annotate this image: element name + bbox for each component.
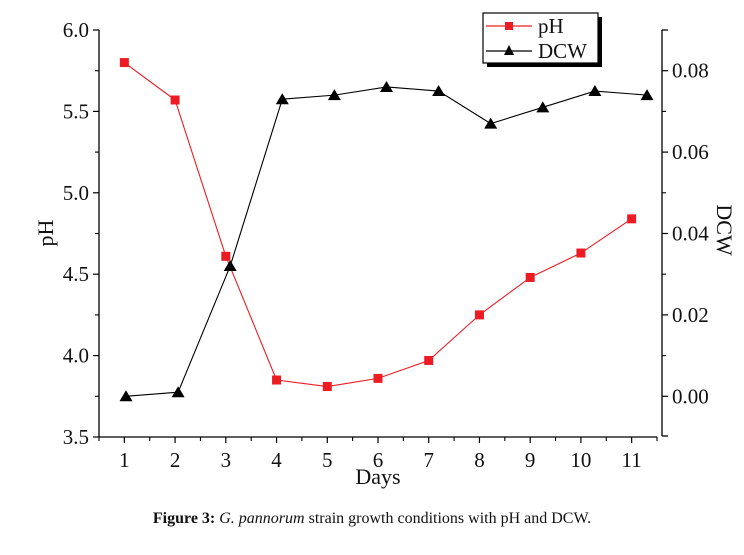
x-tick-label: 8 (474, 448, 485, 472)
y-tick-label: 6.0 (63, 18, 89, 42)
y-tick-label: 5.0 (63, 181, 89, 205)
figure-caption: Figure 3: G. pannorum strain growth cond… (0, 510, 744, 528)
y-axis-title: pH (33, 219, 58, 246)
data-point-ph (373, 373, 383, 383)
legend-ph-marker (505, 22, 513, 30)
x-tick-label: 4 (271, 448, 282, 472)
series-ph (119, 58, 637, 392)
caption-text: strain growth conditions with pH and DCW… (304, 510, 592, 527)
data-point-dcw (223, 260, 237, 272)
data-point-ph (576, 248, 586, 258)
x-tick-label: 9 (525, 448, 536, 472)
y-tick-label: 3.5 (63, 425, 89, 449)
x-tick-label: 7 (423, 448, 434, 472)
data-point-dcw (275, 93, 289, 105)
data-point-dcw (327, 89, 341, 101)
x-tick-label: 2 (170, 448, 181, 472)
data-point-ph (272, 375, 282, 385)
data-point-ph (424, 355, 434, 365)
dual-axis-line-chart: 3.5 4.0 4.5 5.0 5.5 6.0 0.00 0.02 0.04 0.06 0.08 1 2… (33, 12, 737, 489)
data-point-ph (627, 214, 637, 224)
series-layer (119, 58, 654, 402)
data-point-dcw (536, 101, 550, 113)
y2-tick-label: 0.02 (672, 303, 709, 327)
data-point-dcw (119, 390, 133, 402)
legend-dcw-label: DCW (538, 39, 587, 63)
x-tick-label: 5 (322, 448, 333, 472)
data-point-dcw (380, 80, 393, 92)
data-point-ph (322, 382, 332, 392)
x-tick-label: 11 (622, 448, 642, 472)
data-point-ph (525, 272, 535, 282)
y2-tick-label: 0.08 (672, 59, 709, 83)
data-point-dcw (171, 386, 185, 398)
y-tick-label: 5.5 (63, 99, 89, 123)
x-tick-label: 1 (119, 448, 130, 472)
x-tick-label: 6 (373, 448, 384, 472)
y2-tick-label: 0.04 (672, 222, 709, 246)
data-point-dcw (484, 117, 498, 129)
x-tick-label: 3 (221, 448, 232, 472)
data-point-ph (474, 310, 484, 320)
caption-species: G. pannorum (219, 510, 305, 527)
y-tick-label: 4.0 (63, 344, 89, 368)
legend-box (482, 12, 599, 64)
legend-dcw-marker (504, 45, 514, 55)
y-tick-label: 4.5 (63, 262, 89, 286)
y2-tick-label: 0.00 (672, 384, 709, 408)
data-point-ph (221, 251, 231, 261)
legend-ph-label: pH (538, 14, 564, 38)
data-point-dcw (588, 85, 602, 97)
y2-axis-title: DCW (712, 204, 737, 256)
x-tick-label: 10 (570, 448, 591, 472)
legend: pH DCW (482, 12, 602, 67)
data-point-ph (170, 95, 180, 105)
y2-tick-label: 0.06 (672, 140, 709, 164)
data-point-dcw (640, 89, 654, 101)
axes: 3.5 4.0 4.5 5.0 5.5 6.0 0.00 0.02 0.04 0.06 0.08 1 2… (63, 18, 710, 472)
series-dcw (119, 80, 654, 402)
caption-label: Figure 3: (152, 510, 216, 527)
data-point-dcw (432, 85, 446, 97)
x-axis-title: Days (355, 464, 400, 489)
series-line-dcw (125, 86, 648, 397)
data-point-ph (119, 58, 129, 68)
